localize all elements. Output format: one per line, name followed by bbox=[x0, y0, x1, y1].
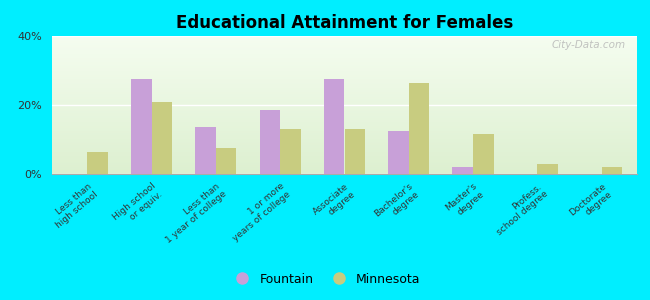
Bar bbox=[280, 129, 301, 174]
Bar bbox=[324, 79, 344, 174]
Legend: Fountain, Minnesota: Fountain, Minnesota bbox=[224, 268, 426, 291]
Bar bbox=[131, 79, 151, 174]
Title: Educational Attainment for Females: Educational Attainment for Females bbox=[176, 14, 513, 32]
Bar bbox=[473, 134, 493, 174]
Bar bbox=[388, 131, 409, 174]
Bar bbox=[538, 164, 558, 174]
Bar bbox=[344, 129, 365, 174]
Bar bbox=[388, 131, 409, 174]
Bar bbox=[87, 152, 108, 174]
Bar bbox=[151, 101, 172, 174]
Bar bbox=[259, 110, 280, 174]
Bar bbox=[216, 148, 237, 174]
Bar bbox=[409, 82, 430, 174]
Bar bbox=[151, 101, 172, 174]
Bar bbox=[324, 79, 344, 174]
Bar bbox=[538, 164, 558, 174]
Bar bbox=[602, 167, 622, 174]
Text: City-Data.com: City-Data.com bbox=[551, 40, 625, 50]
Bar bbox=[602, 167, 622, 174]
Bar bbox=[196, 128, 216, 174]
Bar bbox=[216, 148, 237, 174]
Bar bbox=[87, 152, 108, 174]
Bar bbox=[452, 167, 473, 174]
Bar bbox=[409, 82, 430, 174]
Bar bbox=[259, 110, 280, 174]
Bar bbox=[196, 128, 216, 174]
Bar bbox=[280, 129, 301, 174]
Bar bbox=[344, 129, 365, 174]
Bar bbox=[473, 134, 493, 174]
Bar bbox=[452, 167, 473, 174]
Bar bbox=[131, 79, 151, 174]
